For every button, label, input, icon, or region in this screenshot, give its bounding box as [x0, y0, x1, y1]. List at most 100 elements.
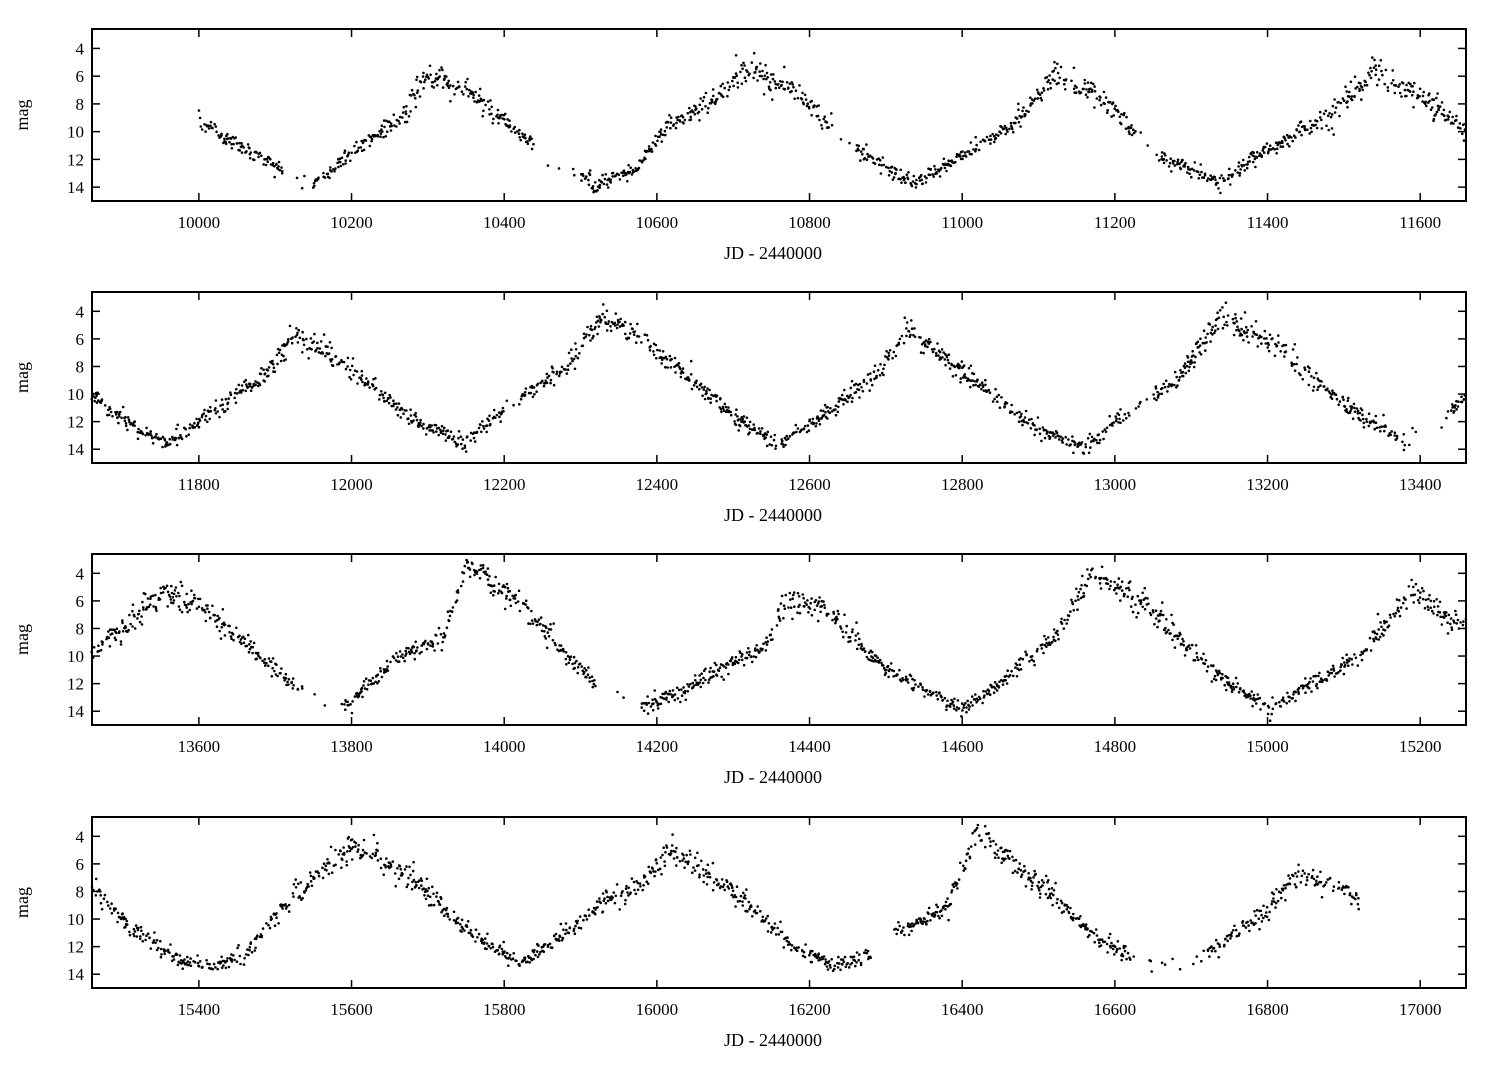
data-point — [255, 151, 258, 154]
data-point — [308, 871, 312, 874]
data-point — [933, 347, 936, 351]
data-point — [737, 658, 741, 662]
data-point — [243, 637, 247, 641]
data-point — [1160, 392, 1164, 396]
data-point — [1057, 637, 1060, 641]
data-point — [1360, 98, 1363, 101]
data-point — [587, 183, 591, 187]
data-point — [166, 605, 169, 608]
data-point — [1436, 605, 1440, 608]
data-point — [708, 872, 711, 875]
data-point — [1383, 429, 1386, 433]
data-point — [1232, 687, 1236, 691]
data-point — [369, 679, 373, 682]
data-point — [1141, 605, 1144, 609]
data-point — [1221, 673, 1224, 676]
data-point — [769, 88, 772, 92]
data-point — [967, 150, 971, 153]
data-point — [567, 931, 571, 935]
data-point — [837, 612, 840, 616]
data-point — [1052, 635, 1055, 639]
data-point — [103, 404, 107, 407]
data-point — [233, 958, 236, 962]
data-point — [1077, 590, 1081, 594]
data-point — [782, 604, 786, 607]
data-point — [686, 376, 690, 379]
data-point — [1081, 574, 1084, 578]
data-point — [198, 960, 202, 963]
data-point — [1396, 606, 1400, 610]
data-point — [453, 93, 456, 96]
data-point — [459, 435, 463, 439]
data-point — [486, 100, 490, 103]
data-point — [328, 862, 331, 865]
data-point — [193, 421, 196, 425]
data-point — [1254, 320, 1258, 323]
data-point — [363, 383, 366, 387]
data-point — [1038, 432, 1042, 436]
panel-1: 10000 10200 10400 10600 10800 11000 11200 11400… — [12, 28, 1467, 263]
data-point — [1295, 128, 1299, 132]
data-point — [621, 890, 624, 893]
data-point — [788, 434, 792, 438]
data-point — [1082, 452, 1086, 455]
data-point — [950, 698, 953, 702]
data-point — [790, 81, 794, 84]
data-point — [965, 706, 968, 709]
data-point — [710, 98, 714, 102]
y-tick-label: 4 — [76, 302, 85, 321]
data-point — [195, 417, 198, 421]
data-point — [879, 172, 883, 175]
data-point — [801, 91, 804, 95]
data-point — [985, 135, 989, 139]
data-point — [1036, 97, 1040, 100]
data-point — [1009, 121, 1013, 125]
data-point — [482, 109, 485, 113]
data-point — [649, 705, 653, 708]
data-point — [1205, 341, 1208, 344]
data-point — [1372, 637, 1375, 641]
data-point — [1243, 331, 1246, 335]
data-point — [498, 115, 502, 119]
data-point — [1404, 598, 1407, 601]
data-point — [221, 408, 224, 411]
data-point — [1028, 660, 1031, 663]
data-point — [1457, 400, 1460, 404]
data-point — [1327, 128, 1330, 132]
data-point — [1061, 441, 1064, 444]
data-point — [690, 387, 694, 391]
data-point — [1414, 430, 1418, 434]
data-point — [442, 632, 446, 635]
data-point — [1043, 436, 1047, 440]
data-point — [116, 410, 119, 414]
data-point — [1245, 166, 1249, 170]
data-point — [924, 181, 928, 184]
data-point — [463, 444, 467, 448]
data-point — [1372, 639, 1376, 643]
data-point — [1213, 175, 1217, 179]
data-point — [695, 385, 699, 389]
data-point — [750, 660, 754, 664]
data-point — [664, 690, 668, 694]
data-point — [1030, 655, 1034, 658]
data-point — [127, 628, 130, 632]
data-point — [1257, 154, 1261, 158]
data-point — [1315, 682, 1319, 686]
data-point — [997, 393, 1001, 397]
data-point — [882, 367, 885, 371]
data-point — [317, 871, 320, 875]
data-point — [594, 325, 597, 329]
data-point — [1455, 118, 1458, 122]
data-point — [183, 600, 186, 604]
data-point — [820, 127, 824, 130]
data-point — [977, 148, 981, 152]
data-point — [817, 104, 820, 107]
data-point — [576, 666, 580, 669]
data-point — [118, 410, 122, 414]
data-point — [675, 864, 678, 867]
data-point — [414, 415, 418, 418]
data-point — [673, 698, 677, 702]
data-point — [239, 391, 243, 394]
data-point — [823, 603, 826, 607]
data-point — [646, 338, 650, 342]
